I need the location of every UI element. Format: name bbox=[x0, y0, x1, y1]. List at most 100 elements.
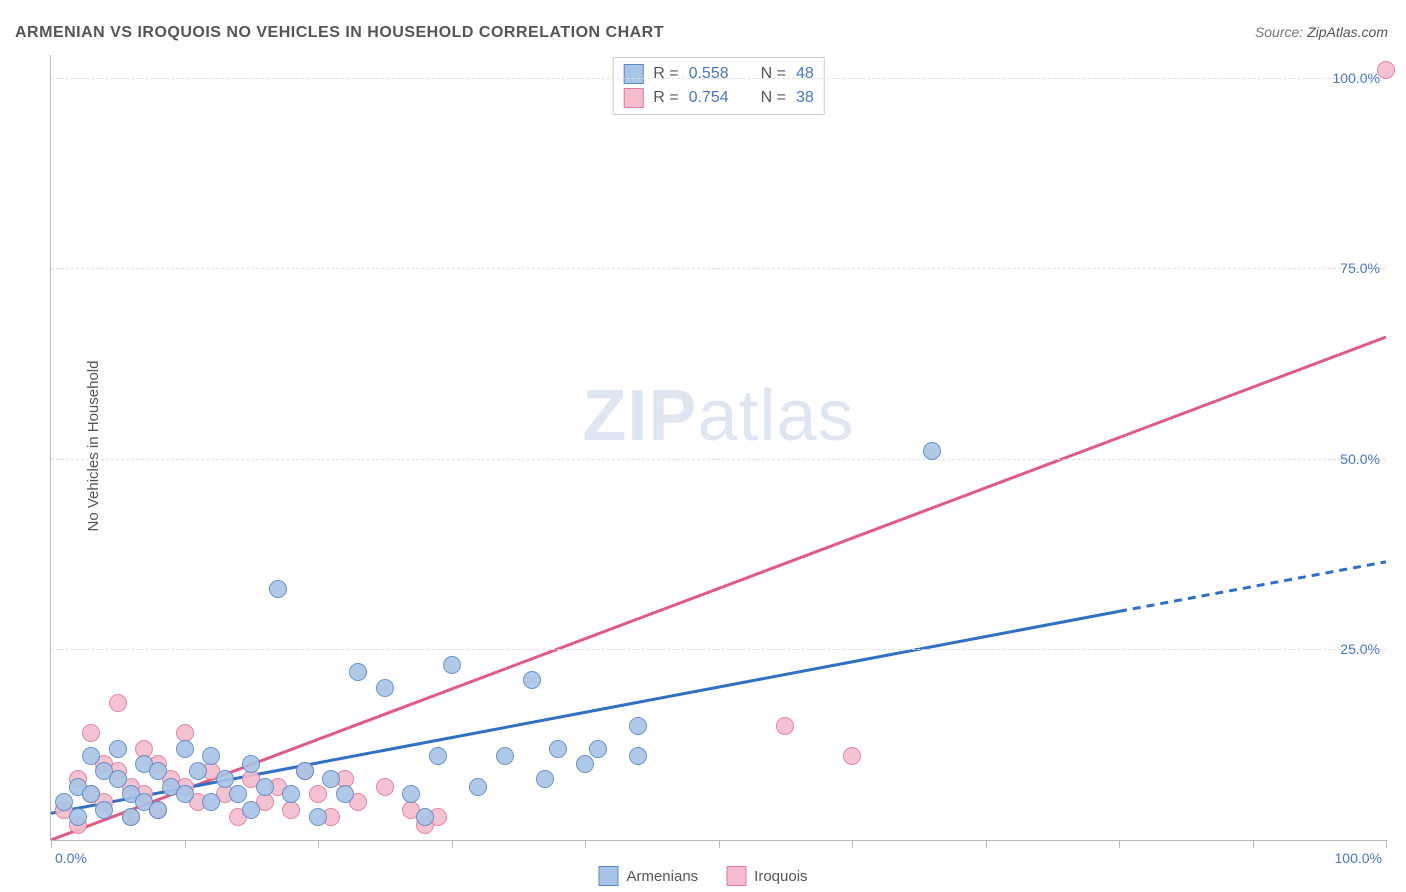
data-point-armenians bbox=[576, 755, 594, 773]
data-point-armenians bbox=[429, 747, 447, 765]
chart-container: ARMENIAN VS IROQUOIS NO VEHICLES IN HOUS… bbox=[0, 0, 1406, 892]
trend-lines bbox=[51, 55, 1386, 840]
trend-line bbox=[1119, 562, 1386, 612]
plot-area: ZIPatlas R = 0.558 N = 48 R = 0.754 N = … bbox=[50, 55, 1386, 841]
data-point-iroquois bbox=[843, 747, 861, 765]
stats-row-iroquois: R = 0.754 N = 38 bbox=[623, 86, 814, 110]
data-point-armenians bbox=[95, 801, 113, 819]
data-point-armenians bbox=[82, 785, 100, 803]
data-point-armenians bbox=[469, 778, 487, 796]
swatch-armenians bbox=[598, 866, 618, 886]
y-tick-label: 100.0% bbox=[1333, 70, 1380, 86]
x-tick bbox=[986, 840, 987, 848]
n-label: N = bbox=[761, 89, 786, 107]
data-point-armenians bbox=[242, 755, 260, 773]
data-point-armenians bbox=[549, 740, 567, 758]
x-tick-label-max: 100.0% bbox=[1335, 850, 1382, 866]
watermark-atlas: atlas bbox=[697, 376, 854, 456]
data-point-armenians bbox=[176, 785, 194, 803]
gridline bbox=[51, 459, 1386, 460]
stats-legend-box: R = 0.558 N = 48 R = 0.754 N = 38 bbox=[612, 57, 825, 115]
r-value-iroquois: 0.754 bbox=[689, 89, 729, 107]
gridline bbox=[51, 78, 1386, 79]
data-point-armenians bbox=[189, 762, 207, 780]
swatch-iroquois bbox=[726, 866, 746, 886]
legend-item-iroquois: Iroquois bbox=[726, 866, 807, 886]
y-tick-label: 25.0% bbox=[1340, 641, 1380, 657]
r-value-armenians: 0.558 bbox=[689, 65, 729, 83]
data-point-armenians bbox=[496, 747, 514, 765]
x-tick bbox=[1119, 840, 1120, 848]
data-point-armenians bbox=[376, 679, 394, 697]
data-point-armenians bbox=[202, 747, 220, 765]
source-attribution: Source: ZipAtlas.com bbox=[1255, 24, 1388, 40]
data-point-armenians bbox=[629, 747, 647, 765]
data-point-armenians bbox=[443, 656, 461, 674]
data-point-iroquois bbox=[109, 694, 127, 712]
x-tick bbox=[1386, 840, 1387, 848]
data-point-armenians bbox=[216, 770, 234, 788]
legend-item-armenians: Armenians bbox=[598, 866, 698, 886]
swatch-iroquois bbox=[623, 88, 643, 108]
data-point-iroquois bbox=[776, 717, 794, 735]
data-point-armenians bbox=[122, 808, 140, 826]
data-point-iroquois bbox=[376, 778, 394, 796]
data-point-armenians bbox=[82, 747, 100, 765]
x-tick bbox=[852, 840, 853, 848]
source-value: ZipAtlas.com bbox=[1307, 24, 1388, 40]
trend-line bbox=[51, 611, 1119, 813]
data-point-armenians bbox=[109, 740, 127, 758]
legend-label-iroquois: Iroquois bbox=[754, 868, 807, 885]
x-tick bbox=[719, 840, 720, 848]
r-label: R = bbox=[653, 89, 678, 107]
watermark-zip: ZIP bbox=[582, 376, 697, 456]
data-point-armenians bbox=[336, 785, 354, 803]
bottom-legend: Armenians Iroquois bbox=[598, 866, 807, 886]
x-tick-label-min: 0.0% bbox=[55, 850, 87, 866]
data-point-armenians bbox=[523, 671, 541, 689]
x-tick bbox=[51, 840, 52, 848]
n-value-armenians: 48 bbox=[796, 65, 814, 83]
data-point-armenians bbox=[269, 580, 287, 598]
data-point-armenians bbox=[629, 717, 647, 735]
chart-title: ARMENIAN VS IROQUOIS NO VEHICLES IN HOUS… bbox=[15, 24, 664, 42]
stats-row-armenians: R = 0.558 N = 48 bbox=[623, 62, 814, 86]
data-point-armenians bbox=[69, 808, 87, 826]
data-point-armenians bbox=[256, 778, 274, 796]
legend-label-armenians: Armenians bbox=[626, 868, 698, 885]
n-label: N = bbox=[761, 65, 786, 83]
gridline bbox=[51, 268, 1386, 269]
x-tick bbox=[185, 840, 186, 848]
r-label: R = bbox=[653, 65, 678, 83]
gridline bbox=[51, 649, 1386, 650]
data-point-armenians bbox=[923, 442, 941, 460]
n-value-iroquois: 38 bbox=[796, 89, 814, 107]
data-point-armenians bbox=[282, 785, 300, 803]
source-label: Source: bbox=[1255, 24, 1307, 40]
watermark: ZIPatlas bbox=[582, 375, 854, 457]
data-point-armenians bbox=[349, 663, 367, 681]
data-point-armenians bbox=[149, 801, 167, 819]
y-tick-label: 75.0% bbox=[1340, 260, 1380, 276]
data-point-armenians bbox=[176, 740, 194, 758]
data-point-armenians bbox=[202, 793, 220, 811]
x-tick bbox=[1253, 840, 1254, 848]
y-tick-label: 50.0% bbox=[1340, 451, 1380, 467]
x-tick bbox=[452, 840, 453, 848]
data-point-armenians bbox=[402, 785, 420, 803]
data-point-armenians bbox=[296, 762, 314, 780]
data-point-armenians bbox=[55, 793, 73, 811]
data-point-armenians bbox=[322, 770, 340, 788]
data-point-armenians bbox=[536, 770, 554, 788]
x-tick bbox=[585, 840, 586, 848]
x-tick bbox=[318, 840, 319, 848]
data-point-armenians bbox=[589, 740, 607, 758]
data-point-armenians bbox=[229, 785, 247, 803]
data-point-armenians bbox=[309, 808, 327, 826]
data-point-armenians bbox=[109, 770, 127, 788]
data-point-iroquois bbox=[1377, 61, 1395, 79]
data-point-armenians bbox=[242, 801, 260, 819]
data-point-armenians bbox=[416, 808, 434, 826]
data-point-iroquois bbox=[309, 785, 327, 803]
data-point-armenians bbox=[149, 762, 167, 780]
